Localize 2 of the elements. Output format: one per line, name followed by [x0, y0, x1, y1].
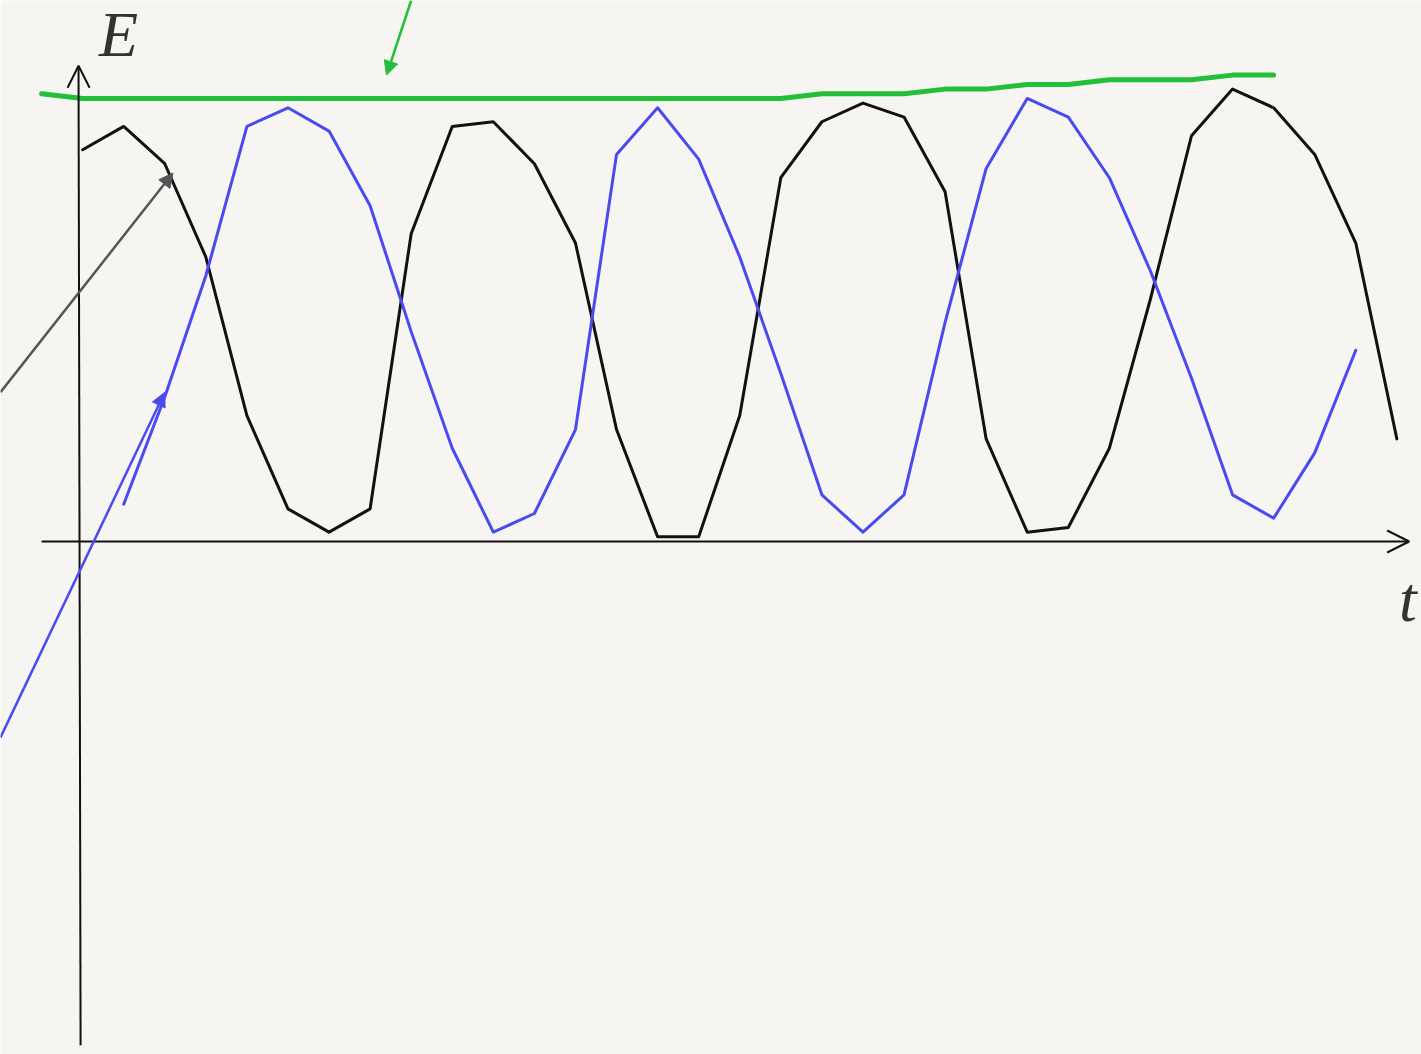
x-axis-title: t [1398, 563, 1419, 635]
y-axis-title: E [98, 0, 139, 71]
